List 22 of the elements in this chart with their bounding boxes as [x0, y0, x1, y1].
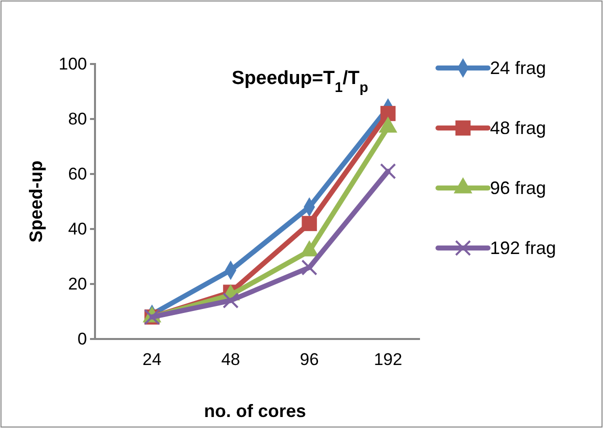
legend-label: 96 frag: [490, 178, 546, 198]
point: [301, 259, 318, 276]
point: [380, 163, 396, 180]
point: [222, 292, 239, 309]
point: [380, 106, 396, 122]
point: [302, 216, 317, 232]
legend-label: 24 frag: [490, 58, 546, 78]
x-tick-label: 24: [142, 350, 162, 370]
y-axis-title: Speed-up: [26, 160, 46, 243]
legend-label: 48 frag: [490, 118, 546, 138]
y-tick-label: 80: [68, 109, 87, 128]
x-tick-label: 48: [221, 350, 240, 370]
y-tick-label: 0: [78, 329, 87, 348]
y-tick-label: 20: [68, 274, 87, 294]
x-tick-label: 192: [374, 350, 402, 370]
x-tick-label: 96: [300, 350, 319, 370]
legend-label: 192 frag: [490, 238, 556, 258]
y-tick-label: 60: [68, 164, 87, 184]
chart-title: Speedup=T$_{1}$/T$_{p}$: [232, 68, 369, 96]
y-tick-label: 40: [68, 219, 87, 238]
y-tick-label: 100: [58, 54, 87, 74]
x-axis-title: no. of cores: [204, 401, 306, 421]
